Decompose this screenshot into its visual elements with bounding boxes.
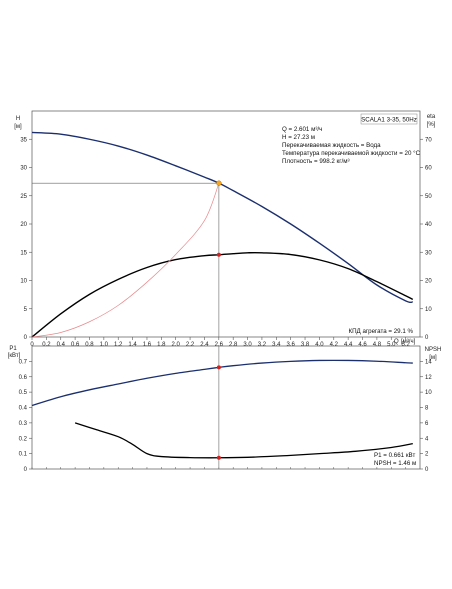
q-axis-unit: [м³/ч] [401, 339, 416, 345]
title-box [360, 113, 418, 125]
npsh-tick-label: 2 [425, 452, 429, 458]
h-tick-label: 25 [20, 194, 27, 200]
npsh-axis-unit: [м] [429, 355, 437, 361]
npsh-curve [74, 422, 413, 459]
h-axis-label: H [16, 116, 20, 122]
eta-tick-label: 30 [425, 250, 432, 256]
eta-axis-unit: [%] [427, 122, 436, 128]
p1-tick-label: 0.6 [19, 375, 28, 381]
x-tick-label: 1.8 [157, 342, 166, 348]
h-tick-label: 35 [20, 137, 27, 143]
x-tick-label: 2.0 [172, 342, 181, 348]
h-tick-label: 10 [20, 279, 27, 285]
x-tick-label: 2.2 [186, 342, 195, 348]
p1-axis-label: P1 [9, 346, 17, 352]
info-line-2: H = 27.23 м [282, 134, 315, 141]
x-tick-label: 2.4 [200, 342, 209, 348]
p1-axis-unit: [кВт] [8, 353, 21, 359]
eta-tick-label: 70 [425, 137, 432, 143]
info-line-3: Перекачиваемая жидкость = Вода [282, 142, 381, 149]
x-tick-label: 4.6 [358, 342, 367, 348]
efficiency-point-marker [216, 252, 221, 257]
npsh-value-label: NPSH = 1.46 м [374, 460, 416, 467]
x-tick-label: 4.8 [373, 342, 382, 348]
npsh-tick-label: 6 [425, 421, 429, 427]
h-tick-label: 5 [24, 307, 28, 313]
info-line-5: Плотность = 998.2 кг/м³ [282, 158, 350, 165]
info-line-1: Q = 2.601 м³/ч [282, 126, 322, 133]
x-tick-label: 3.0 [243, 342, 252, 348]
x-tick-label: 1.0 [100, 342, 109, 348]
h-tick-label: 30 [20, 166, 27, 172]
x-tick-label: 0 [30, 342, 34, 348]
x-tick-label: 2.6 [215, 342, 224, 348]
efficiency-curve [31, 251, 414, 338]
npsh-axis-label: NPSH [425, 347, 442, 353]
x-tick-label: 4.2 [330, 342, 339, 348]
x-tick-label: 3.8 [301, 342, 310, 348]
npsh-tick-label: 0 [425, 467, 429, 473]
p1-tick-label: 0 [24, 467, 28, 473]
x-tick-label: 1.6 [143, 342, 152, 348]
p1-value-label: P1 = 0.661 кВт [374, 452, 415, 459]
x-tick-label: 3.2 [258, 342, 267, 348]
p1-tick-label: 0.3 [19, 421, 28, 427]
x-tick-label: 0.6 [71, 342, 80, 348]
p1-curve [31, 359, 413, 407]
p1-tick-label: 0.1 [19, 452, 28, 458]
h-tick-label: 20 [20, 222, 27, 228]
p1-tick-label: 0.7 [19, 359, 28, 365]
x-tick-label: 0.2 [42, 342, 51, 348]
h-axis-unit: [м] [14, 124, 22, 130]
operating-point-marker [216, 180, 222, 186]
x-tick-label: 0.4 [57, 342, 66, 348]
x-tick-label: 0.8 [85, 342, 94, 348]
x-tick-label: 1.2 [114, 342, 123, 348]
npsh-tick-label: 12 [425, 375, 432, 381]
p1-tick-label: 0.4 [19, 406, 28, 412]
x-tick-label: 4.4 [344, 342, 353, 348]
x-tick-label: 3.4 [272, 342, 281, 348]
eta-tick-label: 20 [425, 279, 432, 285]
x-tick-label: 3.6 [286, 342, 295, 348]
x-tick-label: 5.2 [401, 342, 410, 348]
x-tick-label: 4.0 [315, 342, 324, 348]
x-tick-label: 2.8 [229, 342, 238, 348]
h-tick-label: 0 [24, 335, 28, 341]
eta-tick-label: 40 [425, 222, 432, 228]
efficiency-label: КПД агрегата = 29.1 % [349, 328, 414, 335]
eta-tick-label: 0 [425, 335, 429, 341]
p1-tick-label: 0.2 [19, 436, 28, 442]
x-tick-label: 5.0 [387, 342, 396, 348]
p1-point-marker [216, 365, 221, 370]
x-tick-label: 1.4 [128, 342, 137, 348]
eta-tick-label: 50 [425, 194, 432, 200]
chart-title: SCALA1 3-35, 50Hz [361, 116, 417, 123]
npsh-tick-label: 14 [425, 359, 432, 365]
system-curve [31, 183, 220, 338]
p1-tick-label: 0.5 [19, 390, 28, 396]
h-tick-label: 15 [20, 250, 27, 256]
npsh-point-marker [216, 455, 221, 460]
eta-tick-label: 10 [425, 307, 432, 313]
eta-tick-label: 60 [425, 166, 432, 172]
npsh-tick-label: 4 [425, 436, 429, 442]
eta-axis-label: eta [427, 114, 436, 120]
q-axis-label: Q [394, 339, 399, 345]
npsh-tick-label: 8 [425, 406, 429, 412]
npsh-tick-label: 10 [425, 390, 432, 396]
info-line-4: Температура перекачиваемой жидкости = 20… [282, 150, 421, 157]
head-curve [31, 131, 413, 304]
